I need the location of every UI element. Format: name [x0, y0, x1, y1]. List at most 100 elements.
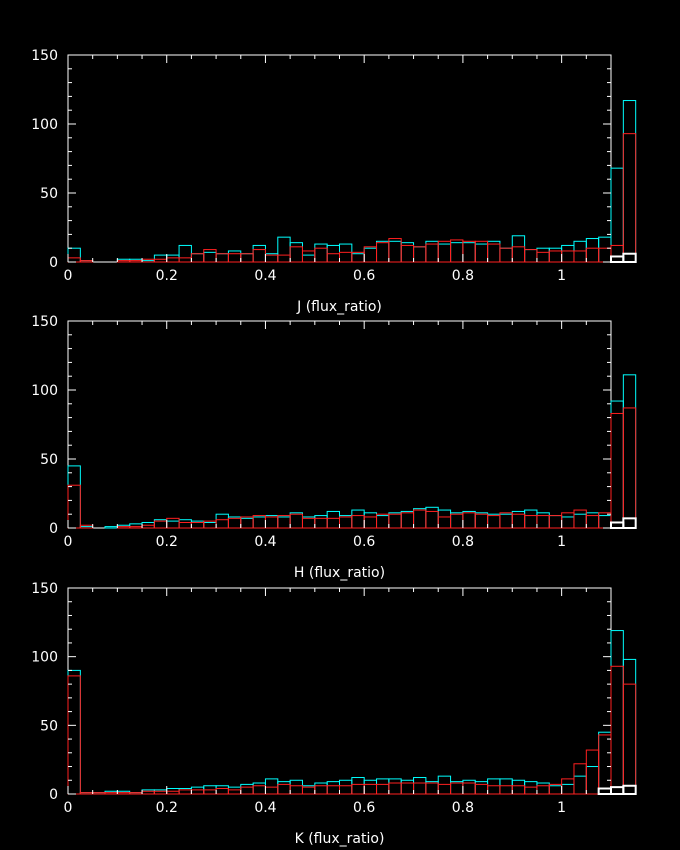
histogram-bar	[400, 512, 415, 529]
histogram-bar	[277, 783, 291, 795]
histogram-bar	[153, 258, 168, 263]
histogram-bar	[339, 251, 353, 263]
histogram-bar	[289, 512, 303, 529]
histogram-bar	[511, 235, 526, 263]
histogram-bar	[474, 513, 489, 529]
histogram-bar	[400, 779, 415, 795]
x-tick-label: 0.2	[156, 268, 178, 284]
histogram-bar	[388, 513, 402, 529]
histogram-bar	[326, 253, 340, 263]
histogram-bar	[585, 749, 600, 795]
histogram-bar	[376, 778, 390, 795]
histogram-bar	[622, 133, 637, 263]
histogram-bar	[450, 239, 464, 263]
histogram-bar	[79, 260, 94, 263]
histogram-bar	[573, 509, 587, 529]
histogram-panel-3: 0 0.2 0.4 0.6 0.8 1 0 50 100 150 K (flux_ratio)	[31, 581, 637, 847]
histogram-bar	[129, 792, 143, 795]
histogram-bar	[462, 242, 476, 263]
histogram-bar	[240, 783, 254, 795]
histogram-bar	[622, 683, 637, 795]
histogram-bar	[67, 465, 81, 529]
histogram-bar	[425, 243, 439, 263]
histogram-bar	[104, 526, 118, 529]
histogram-bar	[598, 734, 612, 795]
histogram-bar	[573, 240, 587, 263]
histogram-bar	[598, 731, 612, 795]
histogram-bar	[363, 512, 378, 529]
histogram-bar	[314, 782, 328, 795]
histogram-bar	[289, 246, 303, 263]
histogram-bar	[301, 786, 316, 795]
histogram-bar	[388, 782, 402, 795]
histogram-bar	[141, 790, 155, 795]
histogram-bar	[314, 247, 328, 263]
histogram-bar	[622, 100, 637, 263]
y-tick-label: 0	[49, 787, 58, 803]
histogram-bar	[499, 512, 513, 529]
histogram-bar	[67, 257, 81, 263]
histogram-bar	[166, 254, 180, 263]
histogram-bar	[610, 630, 624, 795]
x-tick-label: 1	[557, 534, 566, 550]
histogram-bar	[289, 779, 303, 795]
histogram-bar	[499, 785, 513, 795]
histogram-bar	[363, 247, 378, 263]
histogram-bar	[462, 779, 476, 795]
histogram-bar	[524, 249, 538, 263]
histogram-bar	[610, 255, 625, 264]
plot-frame	[67, 587, 612, 795]
histogram-bar	[277, 516, 291, 529]
histogram-bar	[437, 243, 452, 263]
histogram-bar	[450, 512, 464, 529]
histogram-bar	[215, 253, 229, 263]
histogram-bar	[314, 515, 328, 529]
histogram-bar	[425, 510, 439, 529]
histogram-bar	[289, 513, 303, 529]
histogram-bar	[67, 484, 81, 529]
histogram-bar	[227, 250, 242, 263]
histogram-bar	[524, 781, 538, 795]
histogram-bar	[351, 509, 365, 529]
histogram-bar	[376, 242, 390, 263]
x-tick-label: 0.8	[452, 268, 474, 284]
histogram-bar	[561, 512, 575, 529]
histogram-bar	[351, 253, 365, 263]
histogram-bar	[190, 253, 205, 263]
y-tick-label: 150	[31, 48, 58, 64]
histogram-bar	[252, 785, 266, 795]
y-tick-label: 100	[31, 650, 58, 666]
x-tick-label: 0.2	[156, 534, 178, 550]
x-tick-label: 0	[64, 800, 73, 816]
x-axis-title: J (flux_ratio)	[296, 299, 382, 315]
histogram-bar	[487, 243, 501, 263]
histogram-bar	[79, 792, 94, 795]
histogram-bar	[203, 249, 217, 263]
histogram-bar	[561, 783, 575, 795]
x-tick-label: 0.4	[254, 268, 276, 284]
histogram-bar	[289, 785, 303, 795]
histogram-bar	[499, 247, 513, 263]
histogram-bar	[499, 247, 513, 263]
histogram-bar	[264, 786, 279, 795]
histogram-bar	[413, 509, 427, 529]
histogram-bar	[129, 260, 143, 263]
histogram-bar	[598, 247, 612, 263]
histogram-bar	[511, 513, 526, 529]
x-axis-title: H (flux_ratio)	[294, 565, 385, 581]
histogram-bar	[289, 242, 303, 263]
histogram-bar	[116, 260, 131, 263]
histogram-bar	[129, 526, 143, 529]
series-white	[610, 252, 637, 264]
histogram-bar	[116, 792, 131, 795]
histogram-bar	[301, 254, 316, 263]
histogram-bar	[104, 792, 118, 795]
histogram-bar	[314, 517, 328, 529]
histogram-bar	[474, 783, 489, 795]
histogram-bar	[487, 778, 501, 795]
histogram-bar	[203, 789, 217, 795]
histogram-bar	[388, 238, 402, 263]
histogram-bar	[573, 250, 587, 263]
x-tick-label: 0.6	[353, 268, 375, 284]
